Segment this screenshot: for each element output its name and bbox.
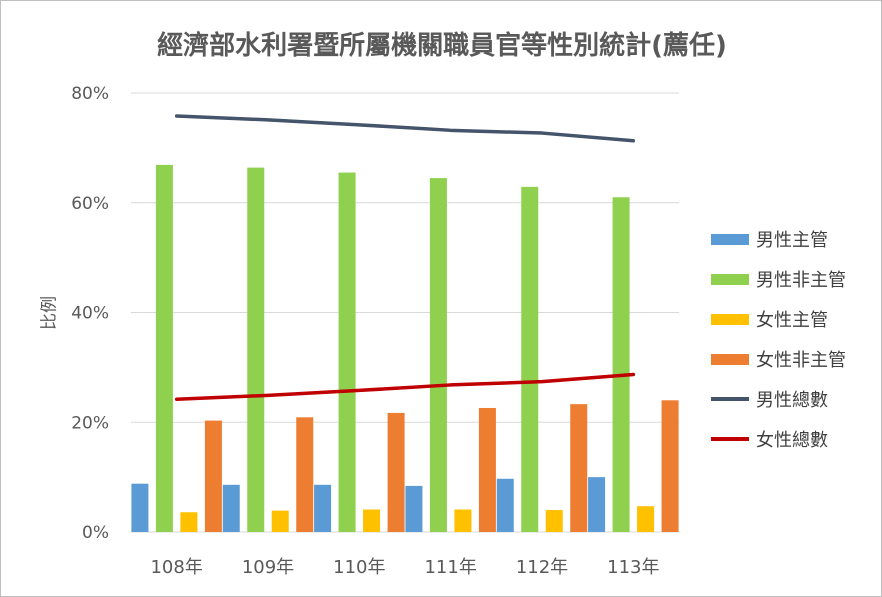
- legend: 男性主管男性非主管女性主管女性非主管男性總數女性總數: [711, 219, 846, 459]
- y-tick-label: 40%: [71, 304, 109, 324]
- bar: [338, 172, 356, 532]
- bar: [131, 483, 149, 532]
- legend-item: 男性總數: [711, 379, 846, 419]
- y-tick-label: 0%: [82, 523, 109, 543]
- series-line: [174, 114, 636, 143]
- legend-swatch: [711, 233, 749, 245]
- legend-label: 女性主管: [756, 310, 828, 331]
- y-tick-label: 80%: [71, 84, 109, 104]
- legend-label: 女性非主管: [756, 350, 846, 371]
- x-tick-label: 111年: [424, 557, 476, 578]
- bar: [429, 178, 447, 532]
- legend-swatch: [711, 353, 749, 365]
- legend-item: 女性總數: [711, 419, 846, 459]
- legend-item: 女性主管: [711, 299, 846, 339]
- legend-item: 女性非主管: [711, 339, 846, 379]
- bar: [405, 485, 423, 532]
- chart-title: 經濟部水利署暨所屬機關職員官等性別統計(薦任): [157, 31, 727, 61]
- bar: [387, 412, 405, 532]
- legend-item: 男性非主管: [711, 259, 846, 299]
- bar: [545, 510, 563, 532]
- legend-swatch: [711, 273, 749, 285]
- legend-swatch: [711, 313, 749, 325]
- bar: [661, 400, 679, 532]
- bar: [204, 420, 222, 532]
- legend-label: 男性總數: [756, 390, 828, 411]
- y-tick-label: 60%: [71, 194, 109, 214]
- bar: [454, 509, 472, 532]
- bar: [155, 164, 173, 533]
- x-tick-label: 113年: [607, 557, 659, 578]
- legend-swatch: [711, 437, 749, 441]
- bar: [612, 197, 630, 532]
- legend-swatch: [711, 397, 749, 401]
- legend-label: 女性總數: [756, 430, 828, 451]
- x-tick-label: 112年: [516, 557, 568, 578]
- bar: [570, 404, 588, 532]
- bar: [271, 510, 289, 532]
- x-tick-label: 110年: [333, 557, 385, 578]
- bar: [496, 478, 514, 532]
- series-line: [174, 372, 636, 401]
- y-tick-label: 20%: [71, 413, 109, 433]
- legend-label: 男性非主管: [756, 270, 846, 291]
- legend-label: 男性主管: [756, 230, 828, 251]
- bar: [222, 484, 240, 532]
- bar: [521, 186, 539, 532]
- bar: [478, 407, 496, 532]
- bar: [247, 167, 265, 532]
- x-tick-label: 108年: [150, 557, 202, 578]
- bar: [637, 506, 655, 532]
- bar: [296, 417, 314, 532]
- legend-item: 男性主管: [711, 219, 846, 259]
- bar: [180, 512, 198, 532]
- bar: [588, 477, 606, 532]
- bar: [314, 484, 332, 532]
- bar: [363, 509, 381, 532]
- x-tick-label: 109年: [242, 557, 294, 578]
